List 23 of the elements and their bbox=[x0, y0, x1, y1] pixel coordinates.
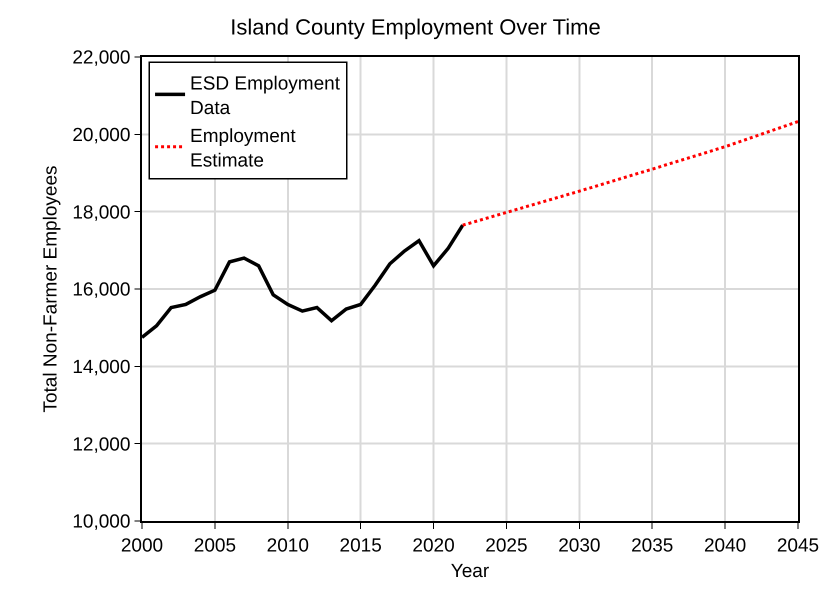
x-tick-label: 2015 bbox=[340, 536, 382, 557]
x-tick-label: 2035 bbox=[631, 536, 674, 557]
y-axis-title: Total Non-Farmer Employees bbox=[40, 165, 62, 413]
x-tick-label: 2045 bbox=[776, 536, 820, 557]
x-tick-label: 2000 bbox=[120, 536, 164, 557]
x-tick-label: 2020 bbox=[412, 536, 455, 557]
y-tick-label: 16,000 bbox=[72, 280, 130, 301]
y-tick-label: 22,000 bbox=[72, 48, 130, 69]
x-tick-label: 2010 bbox=[266, 536, 309, 557]
x-axis-title: Year bbox=[450, 560, 490, 582]
chart-title: Island County Employment Over Time bbox=[230, 14, 601, 40]
y-tick-label: 18,000 bbox=[72, 202, 130, 224]
x-tick-label: 2025 bbox=[485, 536, 528, 557]
legend-label: ESD Employment Data bbox=[190, 73, 341, 120]
y-tick-label: 20,000 bbox=[72, 124, 130, 146]
x-tick-label: 2005 bbox=[194, 536, 236, 557]
y-tick-label: 10,000 bbox=[72, 512, 130, 533]
x-tick-label: 2030 bbox=[558, 536, 600, 557]
y-tick-label: 14,000 bbox=[72, 356, 130, 378]
legend-label: Employment Estimate bbox=[190, 126, 296, 172]
y-tick-label: 12,000 bbox=[72, 434, 130, 456]
line-series bbox=[461, 120, 798, 227]
x-tick-label: 2040 bbox=[704, 536, 746, 557]
